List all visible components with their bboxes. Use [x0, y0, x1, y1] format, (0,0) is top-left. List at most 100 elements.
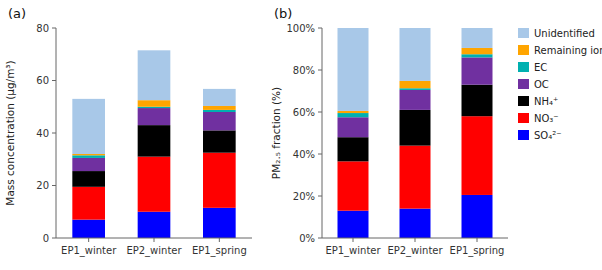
y-tick	[318, 70, 322, 71]
panel-title: (a)	[8, 6, 26, 21]
y-axis	[322, 28, 323, 238]
panel-title: (b)	[274, 6, 292, 21]
y-tick	[52, 133, 56, 134]
bar-segment	[338, 137, 369, 161]
y-axis	[56, 28, 57, 238]
x-tick-label: EP1_winter	[61, 245, 117, 257]
bar-segment	[462, 54, 493, 57]
bar-segment	[72, 220, 105, 238]
bar-segment	[400, 90, 431, 110]
bar-segment	[400, 28, 431, 81]
bars	[72, 50, 235, 238]
legend-swatch	[518, 28, 529, 38]
bar-segment	[462, 85, 493, 117]
y-tick-label: 40%	[293, 149, 315, 160]
panel: 0% 20% 40% 60% 80% 100% EP1_winter EP2_winter EP…	[270, 6, 602, 257]
x-tick-label: EP1_winter	[325, 245, 381, 257]
y-tick-label: 0	[43, 233, 49, 244]
y-axis-label: Mass concentration (μg/m³)	[4, 60, 16, 205]
bar-segment	[400, 146, 431, 209]
legend-label: Unidentified	[534, 28, 595, 39]
bar-segment	[338, 28, 369, 111]
bar-segment	[72, 171, 105, 187]
legend-swatch	[518, 130, 529, 140]
legend-label: OC	[534, 79, 549, 90]
y-tick	[52, 80, 56, 81]
y-tick-label: 0%	[299, 233, 315, 244]
legend: UnidentifiedRemaining ionsECOCNH₄⁺NO₃⁻SO…	[518, 28, 602, 141]
bar-segment	[462, 116, 493, 195]
y-tick-label: 80%	[293, 65, 315, 76]
legend-label: EC	[534, 62, 547, 73]
bar-segment	[338, 113, 369, 117]
bar-segment	[203, 110, 236, 112]
legend-swatch	[518, 96, 529, 106]
y-tick	[52, 238, 56, 239]
bar-segment	[138, 125, 171, 157]
bar-segment	[462, 28, 493, 48]
y-tick-label: 20%	[293, 191, 315, 202]
x-tick	[353, 238, 354, 242]
bar-segment	[138, 50, 171, 100]
y-tick	[318, 28, 322, 29]
y-tick-label: 60%	[293, 107, 315, 118]
y-tick	[52, 185, 56, 186]
x-tick	[154, 238, 155, 242]
bar-segment	[72, 187, 105, 220]
x-tick	[415, 238, 416, 242]
bar-segment	[338, 211, 369, 238]
chart-root: 020406080EP1_winterEP2_winterEP1_springM…	[0, 0, 602, 270]
bar-segment	[203, 153, 236, 208]
bar-segment	[138, 100, 171, 107]
y-tick-label: 20	[36, 180, 49, 191]
y-tick	[318, 154, 322, 155]
x-tick-label: EP1_spring	[450, 245, 505, 257]
y-tick	[318, 112, 322, 113]
bar-segment	[72, 154, 105, 155]
bar-segment	[203, 130, 236, 152]
bar-segment	[72, 158, 105, 171]
x-tick	[477, 238, 478, 242]
bar-segment	[138, 108, 171, 125]
x-tick	[219, 238, 220, 242]
x-tick	[88, 238, 89, 242]
bar-segment	[72, 99, 105, 154]
x-tick-label: EP2_winter	[126, 245, 182, 257]
bar-segment	[462, 57, 493, 84]
y-tick-label: 60	[36, 75, 49, 86]
bars	[338, 28, 493, 238]
bar-segment	[72, 155, 105, 158]
bar-segment	[138, 212, 171, 238]
bar-segment	[338, 111, 369, 113]
legend-swatch	[518, 62, 529, 72]
bar-segment	[462, 195, 493, 238]
bar-segment	[203, 106, 236, 110]
bar-segment	[338, 117, 369, 137]
bar-segment	[400, 110, 431, 146]
bar-segment	[400, 209, 431, 238]
y-tick-label: 40	[36, 128, 49, 139]
bar-segment	[338, 161, 369, 210]
y-tick-label: 100%	[286, 23, 315, 34]
bar-segment	[400, 88, 431, 90]
legend-label: NO₃⁻	[534, 113, 559, 124]
bar-segment	[203, 208, 236, 238]
bar-segment	[462, 48, 493, 54]
bar-segment	[138, 157, 171, 212]
legend-label: Remaining ions	[534, 45, 602, 56]
legend-swatch	[518, 79, 529, 89]
panel: 020406080EP1_winterEP2_winterEP1_springM…	[4, 6, 252, 257]
y-tick	[52, 28, 56, 29]
x-tick-label: EP1_spring	[192, 245, 247, 257]
bar-segment	[400, 81, 431, 88]
y-tick	[318, 196, 322, 197]
legend-label: SO₄²⁻	[534, 130, 562, 141]
bar-segment	[138, 107, 171, 108]
legend-swatch	[518, 45, 529, 55]
x-tick-label: EP2_winter	[387, 245, 443, 257]
bar-segment	[203, 112, 236, 130]
y-axis-label: PM₂.₅ fraction (%)	[270, 87, 282, 179]
legend-swatch	[518, 113, 529, 123]
bar-segment	[203, 89, 236, 106]
y-tick	[318, 238, 322, 239]
